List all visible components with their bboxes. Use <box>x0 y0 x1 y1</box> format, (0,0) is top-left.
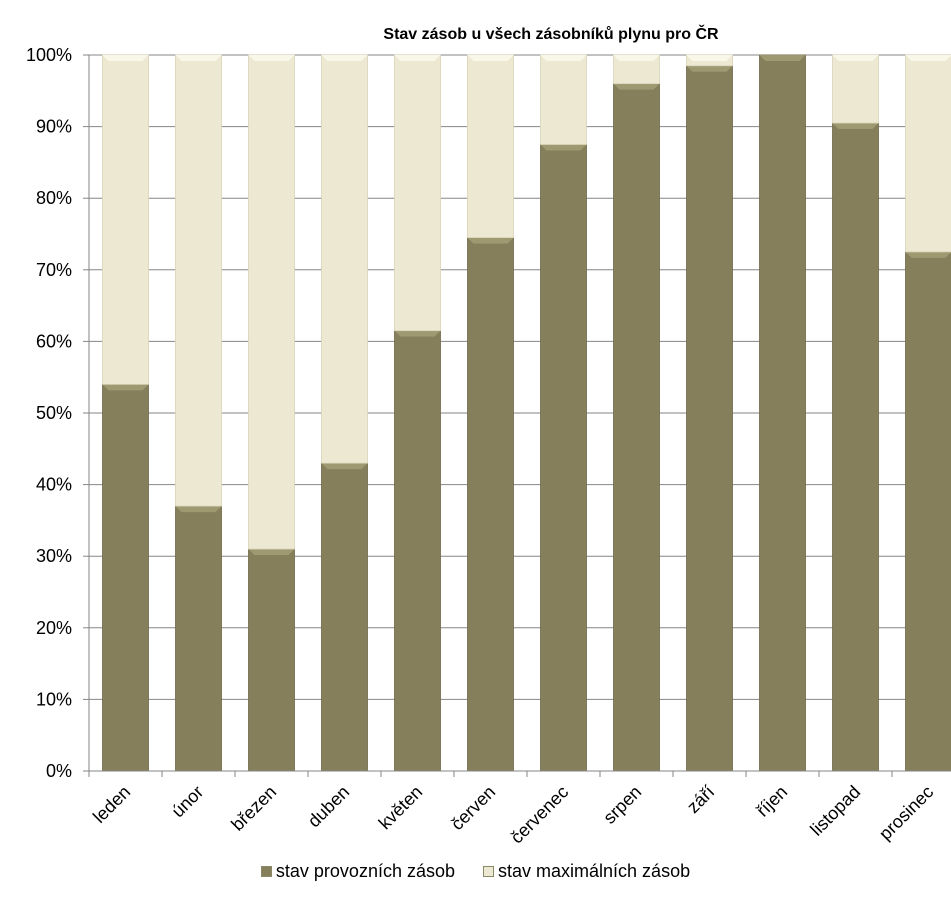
y-tick-label: 50% <box>36 403 72 423</box>
bar-maximum <box>905 54 951 253</box>
bar-operational <box>467 237 514 772</box>
bar-bevel <box>905 55 951 61</box>
x-tick-label: březen <box>227 782 280 835</box>
y-tick-label: 10% <box>36 689 72 709</box>
bars <box>102 54 951 772</box>
x-tick-label: únor <box>168 782 208 822</box>
y-tick-label: 0% <box>46 761 72 781</box>
y-tick-label: 30% <box>36 546 72 566</box>
bar-bevel <box>613 83 660 90</box>
x-tick-label: srpen <box>599 782 645 828</box>
bar-bevel <box>905 251 951 258</box>
legend-swatch-operational <box>260 866 272 877</box>
bar-operational <box>540 144 587 772</box>
bar-operational <box>759 54 806 772</box>
bar-bevel <box>248 55 295 61</box>
bar-operational <box>175 505 222 772</box>
x-tick-label: prosinec <box>875 782 937 844</box>
bar-bevel <box>321 463 368 470</box>
bar-maximum <box>248 54 295 550</box>
bar-operational <box>686 65 733 772</box>
bar-bevel <box>832 123 879 130</box>
bar-maximum <box>394 54 441 332</box>
legend-item-operational: stav provozních zásob <box>260 861 456 882</box>
bar-maximum <box>321 54 368 464</box>
bar-bevel <box>248 549 295 556</box>
bar-bevel <box>540 144 587 151</box>
bar-bevel <box>102 55 149 61</box>
bar-operational <box>321 462 368 772</box>
x-tick-label: květen <box>375 782 427 834</box>
bar-bevel <box>467 55 514 61</box>
bar-bevel <box>686 65 733 72</box>
bar-bevel <box>175 506 222 513</box>
bar-bevel <box>613 55 660 61</box>
bar-bevel <box>175 55 222 61</box>
bar-bevel <box>467 237 514 244</box>
bar-maximum <box>832 54 879 124</box>
x-tick-label: leden <box>89 782 134 827</box>
x-tick-label: září <box>683 782 718 817</box>
bar-operational <box>248 548 295 772</box>
y-tick-label: 90% <box>36 117 72 137</box>
x-tick-label: červen <box>447 782 499 834</box>
legend: stav provozních zásob stav maximálních z… <box>0 861 951 882</box>
bar-bevel <box>394 330 441 337</box>
bar-maximum <box>102 54 149 385</box>
legend-swatch-maximum <box>483 866 495 877</box>
bar-operational <box>832 122 879 772</box>
y-tick-label: 70% <box>36 260 72 280</box>
bar-operational <box>613 83 660 772</box>
x-tick-label: duben <box>304 782 354 832</box>
bar-operational <box>102 383 149 772</box>
bar-bevel <box>686 55 733 61</box>
bar-maximum <box>175 54 222 507</box>
x-tick-label: listopad <box>806 782 864 840</box>
bar-bevel <box>540 55 587 61</box>
legend-label-maximum: stav maximálních zásob <box>498 861 691 881</box>
bar-bevel <box>321 55 368 61</box>
legend-item-maximum: stav maximálních zásob <box>483 861 690 882</box>
bar-bevel <box>394 55 441 61</box>
legend-label-operational: stav provozních zásob <box>275 861 456 881</box>
y-tick-label: 40% <box>36 475 72 495</box>
bar-bevel <box>102 384 149 391</box>
bar-operational <box>394 330 441 772</box>
y-tick-label: 80% <box>36 188 72 208</box>
bar-maximum <box>540 54 587 145</box>
bar-operational <box>905 251 951 772</box>
bar-bevel <box>759 55 806 61</box>
y-tick-label: 60% <box>36 331 72 351</box>
x-tick-label: červenec <box>507 782 573 848</box>
x-tick-label: říjen <box>752 782 791 821</box>
bar-bevel <box>832 55 879 61</box>
chart-title: Stav zásob u všech zásobníků plynu pro Č… <box>383 26 719 43</box>
bar-maximum <box>467 54 514 238</box>
y-tick-label: 100% <box>26 45 72 65</box>
y-tick-label: 20% <box>36 618 72 638</box>
gridlines <box>89 54 951 700</box>
